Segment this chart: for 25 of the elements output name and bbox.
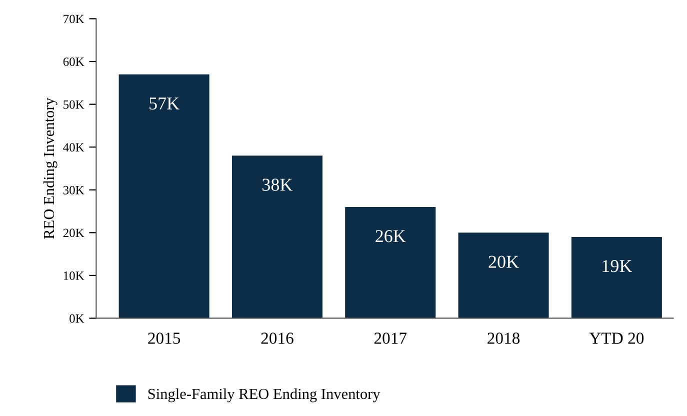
y-tick-label: 40K <box>63 143 84 152</box>
y-tick-label: 30K <box>63 186 84 194</box>
x-tick-label: 2016 <box>261 332 294 344</box>
bar <box>345 206 436 318</box>
data-label: 26K <box>376 230 406 242</box>
x-tick-label: YTD 20 <box>589 332 644 344</box>
data-label: 57K <box>150 98 180 110</box>
bar <box>571 236 662 318</box>
x-tick-label: 2017 <box>374 332 407 344</box>
bar <box>458 232 549 318</box>
y-tick-label: 20K <box>63 228 84 238</box>
y-tick-label: 60K <box>63 58 84 66</box>
y-axis-title: REO Ending Inventory <box>43 98 58 239</box>
x-tick-label: 2018 <box>488 332 520 344</box>
y-tick-label: 70K <box>64 14 84 24</box>
data-label: 38K <box>262 178 293 191</box>
y-tick-label: 0K <box>70 314 84 323</box>
y-tick-label: 10K <box>64 271 84 280</box>
y-tick-label: 50K <box>64 100 84 109</box>
bar <box>118 74 210 318</box>
bar <box>232 156 322 318</box>
data-label: 19K <box>602 260 632 272</box>
data-label: 20K <box>488 256 519 268</box>
legend-label: Single-Family REO Ending Inventory <box>148 388 380 402</box>
x-tick-label: 2015 <box>148 332 180 344</box>
